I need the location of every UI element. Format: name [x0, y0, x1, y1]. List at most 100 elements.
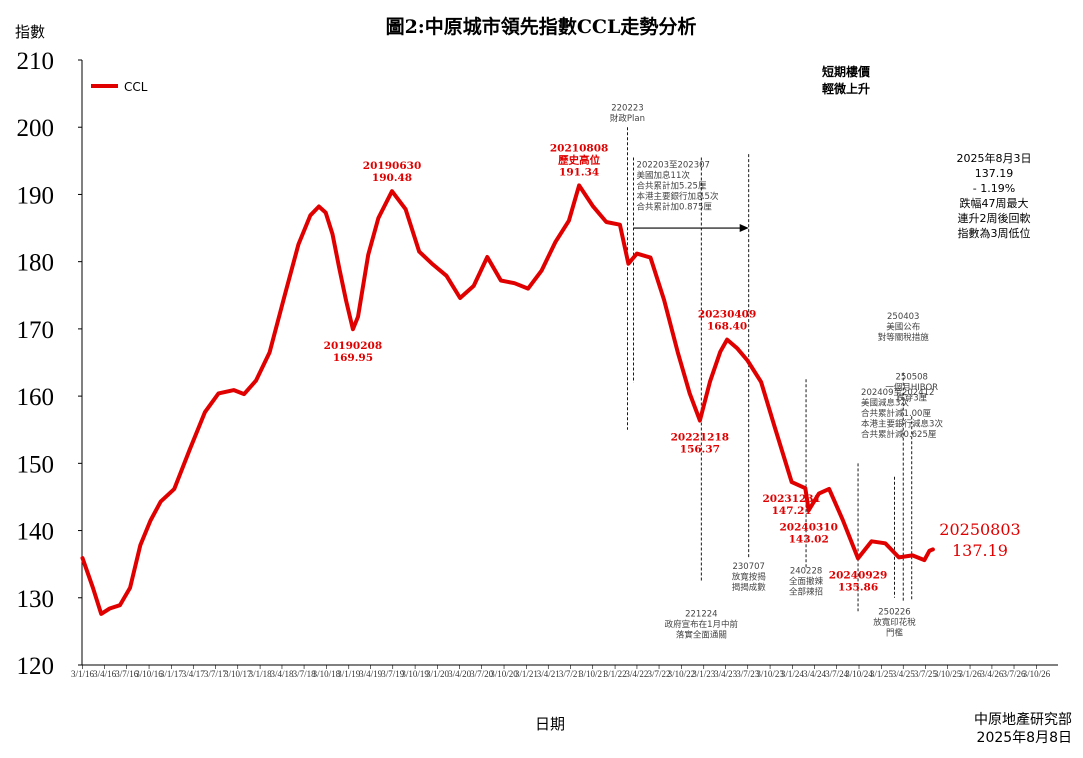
summary-line-1: 2025年8月3日 [957, 151, 1032, 165]
y-tick-140: 140 [17, 519, 55, 546]
event-e250508-line-2: 跌穿3厘 [896, 392, 927, 403]
x-tick-39: 3/10/25 [934, 669, 962, 679]
point-label-1-line-1: 190.48 [372, 172, 412, 184]
summary-line-6: 指數為3周低位 [958, 226, 1031, 240]
x-tick-27: 3/10/22 [668, 669, 696, 679]
x-tick-31: 3/10/23 [756, 669, 784, 679]
event-e250508-line-1: 一個月HIBOR [885, 382, 938, 393]
x-tick-10: 3/7/18 [293, 669, 317, 679]
event-e2409-line-1: 美國減息3次 [861, 397, 909, 408]
x-tick-12: 3/1/19 [337, 669, 361, 679]
x-tick-30: 3/7/23 [736, 669, 760, 679]
x-axis-label: 日期 [535, 715, 565, 733]
event-e2203-line-1: 美國加息11次 [637, 170, 691, 181]
x-tick-24: 3/1/22 [604, 669, 627, 679]
x-tick-33: 3/4/24 [803, 669, 827, 679]
point-label-4-line-0: 20230409 [698, 309, 756, 321]
event-e250508-line-0: 250508 [896, 372, 928, 382]
x-tick-28: 3/1/23 [692, 669, 716, 679]
summary-note: 2025年8月3日 137.19 - 1.19% 跌幅47周最大 連升2周後回軟… [957, 151, 1032, 240]
outlook-line-2: 輕微上升 [822, 81, 870, 96]
y-tick-170: 170 [17, 317, 55, 344]
event-e250403-line-0: 250403 [887, 312, 919, 322]
point-label-0-line-0: 20190208 [324, 340, 382, 352]
x-tick-35: 3/10/24 [845, 669, 873, 679]
event-e220223-line-0: 220223 [611, 103, 643, 113]
x-tick-3: 3/10/16 [135, 669, 163, 679]
latest-label: 20250803 137.19 [939, 520, 1020, 560]
x-tick-23: 3/10/21 [579, 669, 607, 679]
y-tick-180: 180 [17, 250, 55, 277]
event-e2409-line-4: 合共累計減0.625厘 [861, 429, 937, 440]
x-tick-17: 3/4/20 [448, 669, 472, 679]
point-label-6-line-1: 143.02 [789, 533, 829, 545]
event-e240228-line-2: 全部辣招 [789, 587, 823, 598]
summary-line-4: 跌幅47周最大 [960, 196, 1029, 210]
event-e250403-line-2: 對等關稅措施 [878, 332, 930, 343]
rate-hike-arrow [633, 224, 749, 233]
source-date: 2025年8月8日 [977, 730, 1072, 746]
x-tick-0: 3/1/16 [71, 669, 95, 679]
x-tick-42: 3/7/26 [1003, 669, 1027, 679]
x-tick-labels: 3/1/16 3/4/16 3/7/163/10/163/1/173/4/17 3/7… [71, 665, 1051, 679]
point-label-2-line-1: 歷史高位 [558, 153, 600, 166]
x-tick-5: 3/4/17 [182, 669, 206, 679]
legend-label-ccl: CCL [124, 80, 148, 94]
x-tick-41: 3/4/26 [980, 669, 1004, 679]
x-tick-43: 3/10/26 [1023, 669, 1051, 679]
x-tick-40: 3/1/26 [959, 669, 983, 679]
event-e221224-line-2: 落實全面通關 [676, 630, 727, 641]
point-label-2-line-2: 191.34 [559, 166, 599, 178]
event-e250226-line-1: 放寬印花稅 [873, 617, 916, 628]
source-org: 中原地產研究部 [974, 711, 1072, 728]
point-label-7-line-0: 20240929 [829, 569, 887, 581]
x-tick-22: 3/7/21 [559, 669, 582, 679]
legend: CCL [91, 80, 148, 94]
series-layer [80, 183, 935, 616]
event-e240228-line-0: 240228 [790, 567, 822, 577]
y-axis-label: 指數 [15, 23, 45, 41]
point-label-6-line-0: 20240310 [779, 521, 837, 533]
x-tick-2: 3/7/16 [115, 669, 139, 679]
event-e230707-line-1: 放寬按揭 [732, 571, 767, 582]
x-tick-29: 3/4/23 [714, 669, 738, 679]
latest-value: 137.19 [952, 541, 1008, 560]
event-e250226-line-2: 門檻 [886, 628, 904, 639]
point-label-5-line-0: 20231231 [762, 493, 820, 505]
x-tick-18: 3/7/20 [470, 669, 494, 679]
x-tick-11: 3/10/18 [313, 669, 341, 679]
x-tick-9: 3/4/18 [270, 669, 294, 679]
event-e2409-line-0: 202409至202412 [861, 388, 934, 398]
x-tick-36: 3/1/25 [870, 669, 894, 679]
x-tick-19: 3/10/20 [490, 669, 518, 679]
y-tick-210: 210 [17, 48, 55, 75]
x-tick-37: 3/4/25 [892, 669, 916, 679]
series-line-ccl [80, 183, 935, 616]
summary-line-2: 137.19 [975, 167, 1014, 180]
event-e250403-line-1: 美國公布 [886, 321, 920, 332]
summary-line-5: 連升2周後回軟 [958, 211, 1031, 225]
x-tick-14: 3/7/19 [381, 669, 405, 679]
event-e240228-line-1: 全面撤辣 [789, 576, 824, 587]
event-e2409-line-3: 本港主要銀行減息3次 [861, 418, 943, 429]
outlook-line-1: 短期樓價 [822, 64, 871, 79]
source-note: 中原地產研究部 2025年8月8日 [974, 711, 1072, 746]
event-e250226-line-0: 250226 [878, 608, 910, 618]
y-tick-120: 120 [17, 653, 55, 680]
x-tick-15: 3/10/19 [401, 669, 429, 679]
point-label-3-line-0: 20221218 [671, 432, 729, 444]
x-tick-32: 3/1/24 [781, 669, 805, 679]
latest-date: 20250803 [939, 520, 1020, 539]
x-tick-21: 3/4/21 [537, 669, 560, 679]
point-label-7-line-1: 135.86 [838, 581, 878, 593]
y-tick-190: 190 [17, 182, 55, 209]
point-label-2-line-0: 20210808 [550, 142, 608, 154]
x-tick-38: 3/7/25 [914, 669, 938, 679]
x-tick-13: 3/4/19 [359, 669, 383, 679]
outlook-note: 短期樓價 輕微上升 [822, 64, 871, 96]
x-tick-7: 3/10/17 [224, 669, 252, 679]
y-tick-150: 150 [17, 451, 55, 478]
event-e220223-line-1: 財政Plan [610, 113, 645, 124]
